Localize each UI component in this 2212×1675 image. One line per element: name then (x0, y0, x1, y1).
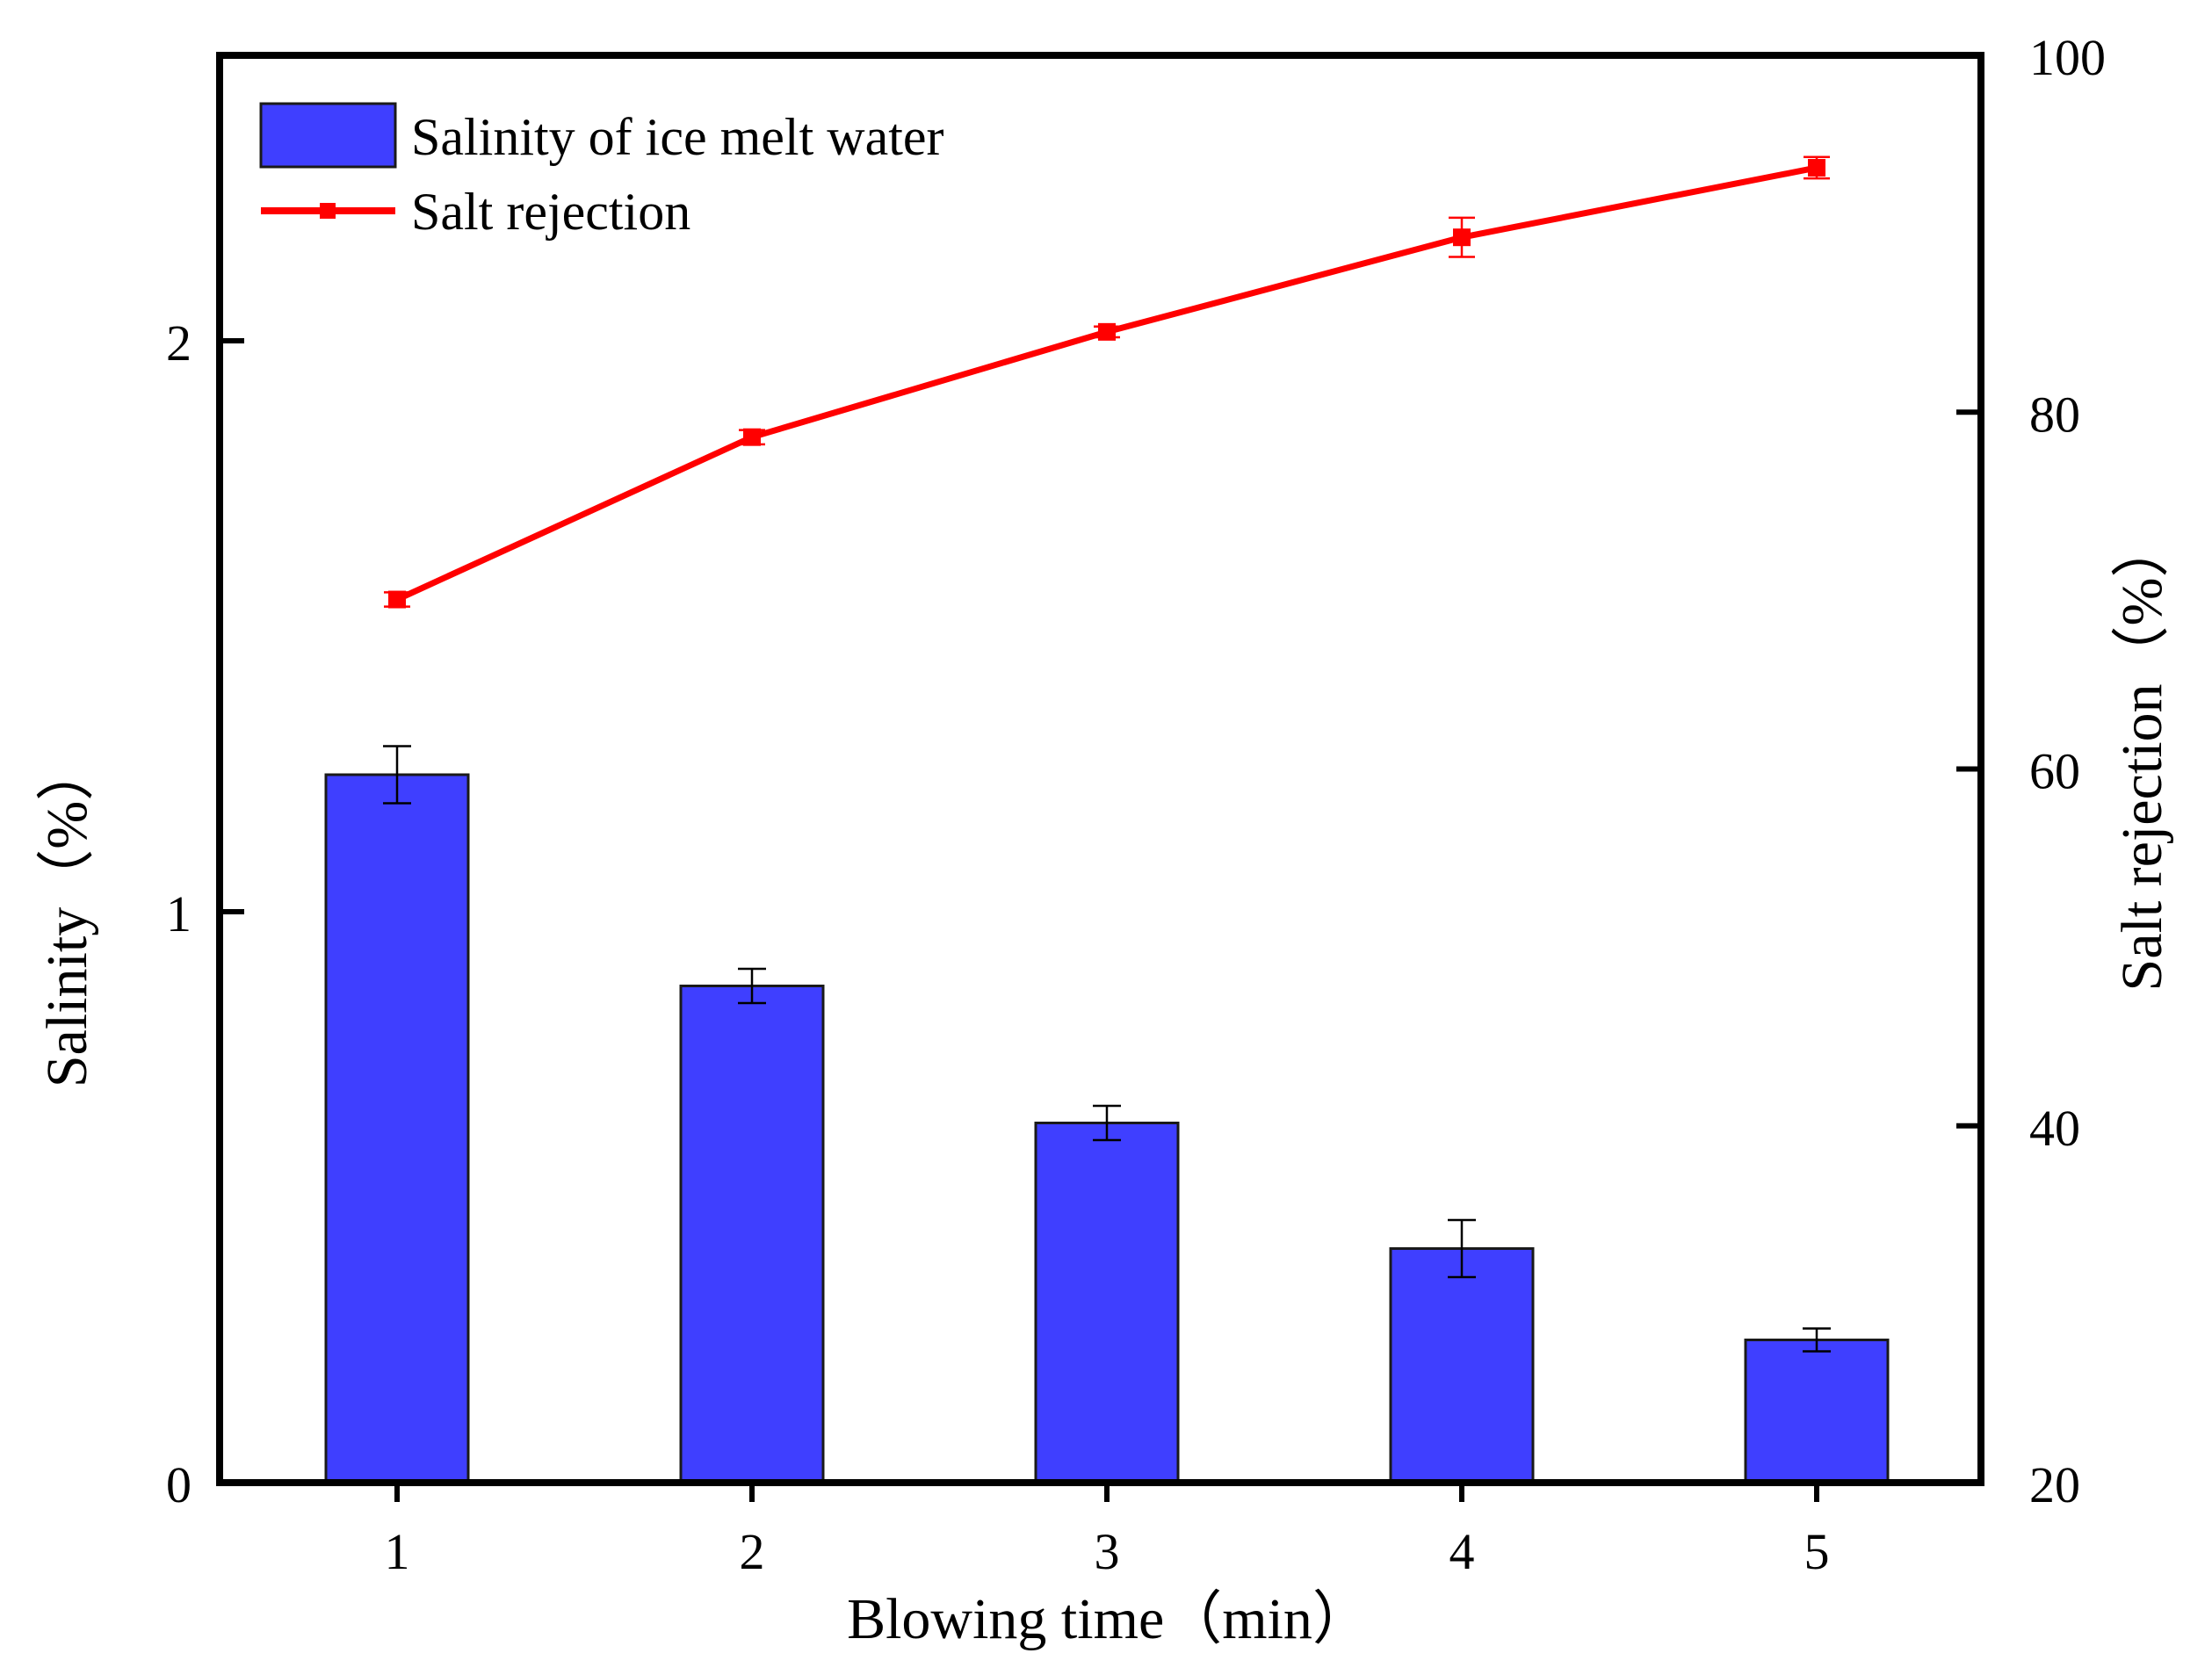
y2-tick-label-20: 20 (2029, 1456, 2080, 1513)
rejection-point-5 (1808, 158, 1825, 177)
bar-error-4 (1448, 1218, 1476, 1279)
bar-2 (679, 985, 825, 1484)
bars-layer (324, 745, 1890, 1484)
bar-error-2 (738, 967, 766, 1005)
y-axis-title: Salinity（%） (35, 743, 99, 1087)
x-tick-label-1: 1 (385, 1523, 410, 1580)
bar-3 (1034, 1122, 1180, 1484)
legend-label-rejection: Salt rejection (411, 183, 690, 241)
legend-marker-rejection (320, 203, 336, 219)
rejection-point-3 (1098, 322, 1116, 341)
bar-error-3 (1093, 1104, 1121, 1142)
y2-tick-label-40: 40 (2029, 1100, 2080, 1157)
legend-label-salinity: Salinity of ice melt water (411, 108, 943, 166)
bar-1 (324, 773, 470, 1484)
legend: Salinity of ice melt water Salt rejectio… (259, 102, 943, 241)
rejection-point-4 (1453, 228, 1471, 247)
bar-error-1 (383, 745, 411, 805)
bar-5 (1744, 1339, 1890, 1484)
rejection-point-1 (388, 590, 406, 609)
x-tick-label-2: 2 (740, 1523, 765, 1580)
y-tick-label-0: 0 (166, 1456, 192, 1513)
x-tick-label-4: 4 (1449, 1523, 1475, 1580)
y2-tick-label-100: 100 (2029, 29, 2106, 86)
bar-error-5 (1803, 1327, 1831, 1353)
ticks-layer: 1 2 3 4 5 0 1 2 20 40 60 80 100 (166, 29, 2106, 1580)
legend-swatch-salinity (259, 102, 397, 169)
rejection-point-2 (743, 428, 761, 446)
x-axis-title: Blowing time（min） (847, 1587, 1370, 1651)
line-layer (384, 155, 1830, 609)
y-tick-label-2: 2 (166, 314, 192, 372)
x-tick-label-3: 3 (1095, 1523, 1120, 1580)
y2-tick-label-80: 80 (2029, 386, 2080, 443)
y2-tick-label-60: 60 (2029, 743, 2080, 800)
bar-4 (1389, 1247, 1535, 1484)
y-tick-label-1: 1 (166, 885, 192, 942)
x-tick-label-5: 5 (1804, 1523, 1830, 1580)
y2-axis-title: Salt rejection（%） (2110, 519, 2174, 991)
